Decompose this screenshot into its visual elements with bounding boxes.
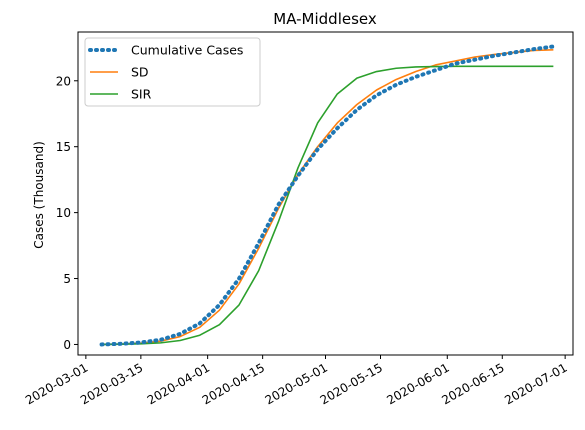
x-tick-label: 2020-04-15	[200, 360, 267, 407]
legend-box	[84, 37, 261, 107]
y-axis: 0 5 10 15 20	[56, 74, 78, 352]
legend: Cumulative Cases SD SIR	[84, 37, 261, 107]
legend-label: Cumulative Cases	[131, 43, 243, 58]
y-axis-label: Cases (Thousand)	[32, 141, 46, 249]
y-tick-label: 0	[63, 338, 71, 352]
legend-label: SIR	[131, 87, 152, 102]
x-tick-label: 2020-07-01	[502, 360, 569, 407]
chart-title: MA-Middlesex	[273, 10, 377, 28]
y-tick-label: 10	[56, 206, 71, 220]
series-line-sd	[101, 49, 554, 346]
legend-label: SD	[131, 65, 149, 80]
y-tick-label: 15	[56, 140, 71, 154]
series-line-cumulative-cases	[99, 44, 556, 347]
x-tick-label: 2020-06-15	[439, 360, 506, 407]
x-tick-label: 2020-03-15	[78, 360, 145, 407]
x-tick-label: 2020-05-15	[318, 360, 385, 407]
y-tick-label: 5	[63, 272, 71, 286]
series-line-sir	[101, 65, 554, 346]
y-tick-label: 20	[56, 74, 71, 88]
plot-area	[99, 44, 556, 347]
